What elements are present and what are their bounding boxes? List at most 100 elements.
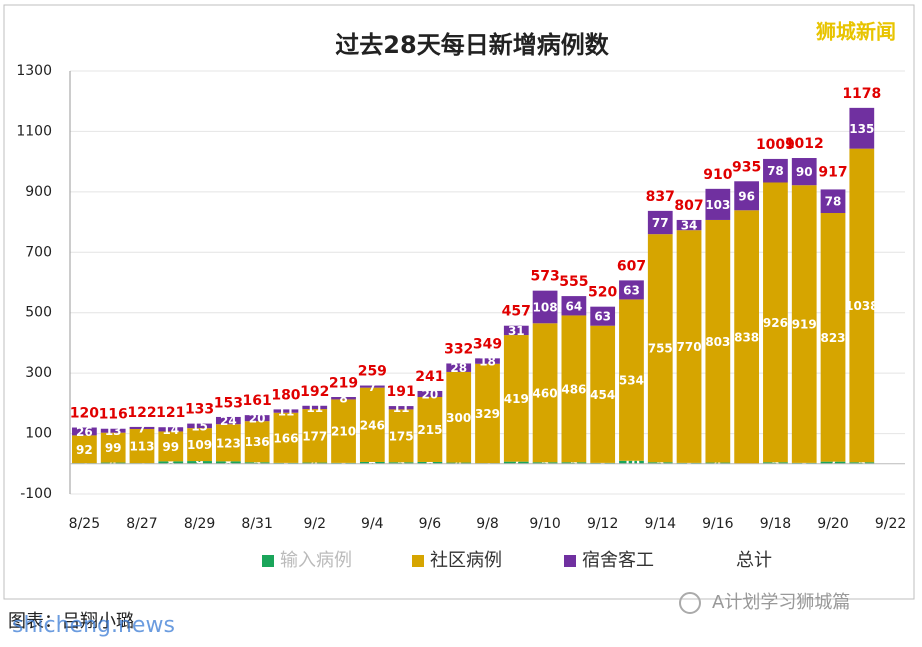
x-tick-label: 9/20 xyxy=(817,516,848,532)
data-label: 926 xyxy=(763,316,788,330)
footer-site: shicheng.news xyxy=(12,613,175,638)
total-label: 1178 xyxy=(842,86,881,102)
data-label: 63 xyxy=(623,283,640,297)
legend-label: 输入病例 xyxy=(280,550,352,571)
legend-swatch xyxy=(262,555,274,567)
data-label: 109 xyxy=(187,438,212,452)
data-label: 18 xyxy=(479,355,496,369)
x-tick-label: 9/22 xyxy=(875,516,906,532)
x-tick-label: 9/16 xyxy=(702,516,734,532)
data-label: 534 xyxy=(619,374,644,388)
y-tick-label: 100 xyxy=(25,426,52,442)
data-label: 99 xyxy=(105,441,122,455)
y-tick-label: 900 xyxy=(25,184,52,200)
legend-label: 社区病例 xyxy=(430,550,502,571)
data-label: 215 xyxy=(417,423,442,437)
data-label: 419 xyxy=(504,392,529,406)
data-label: 7 xyxy=(138,421,146,435)
y-tick-label: 700 xyxy=(25,244,52,260)
y-tick-label: 300 xyxy=(25,365,52,381)
y-tick-label: -100 xyxy=(20,486,52,502)
data-label: 123 xyxy=(216,436,241,450)
y-tick-label: 500 xyxy=(25,305,52,321)
data-label: 113 xyxy=(129,440,154,454)
total-label: 573 xyxy=(530,269,559,285)
total-label: 120 xyxy=(70,406,99,422)
total-label: 607 xyxy=(617,258,646,274)
data-label: 136 xyxy=(245,435,270,449)
data-label: 329 xyxy=(475,407,500,421)
data-label: 454 xyxy=(590,388,615,402)
data-label: 166 xyxy=(273,431,298,445)
x-tick-label: 9/10 xyxy=(529,516,560,532)
total-label: 116 xyxy=(99,407,128,423)
total-label: 457 xyxy=(502,304,531,320)
legend-label: 总计 xyxy=(736,550,772,571)
data-label: 803 xyxy=(705,335,730,349)
data-label: 20 xyxy=(422,387,439,401)
data-label: 246 xyxy=(360,418,385,432)
data-label: 77 xyxy=(652,216,669,230)
x-tick-label: 8/25 xyxy=(69,516,100,532)
data-label: 177 xyxy=(302,429,327,443)
legend-swatch xyxy=(564,555,576,567)
data-label: 300 xyxy=(446,411,471,425)
data-label: 24 xyxy=(220,414,237,428)
data-label: 34 xyxy=(681,219,698,233)
total-label: 192 xyxy=(300,384,329,400)
data-label: 28 xyxy=(450,361,467,375)
legend-label: 宿舍客工 xyxy=(582,550,654,571)
y-tick-label: 1100 xyxy=(16,123,52,139)
total-label: 121 xyxy=(156,405,185,421)
data-label: 919 xyxy=(792,318,817,332)
data-label: 838 xyxy=(734,330,759,344)
total-label: 910 xyxy=(703,167,732,183)
data-label: 11 xyxy=(278,405,295,419)
data-label: 64 xyxy=(566,299,583,313)
total-label: 332 xyxy=(444,341,473,357)
total-label: 555 xyxy=(559,274,588,290)
x-tick-label: 8/27 xyxy=(126,516,157,532)
data-label: 8 xyxy=(339,392,347,406)
data-label: 755 xyxy=(648,342,673,356)
footer-account: A计划学习狮城篇 xyxy=(712,592,850,613)
total-label: 161 xyxy=(243,393,272,409)
total-label: 122 xyxy=(127,405,156,421)
data-label: 11 xyxy=(393,401,410,415)
data-label: 15 xyxy=(191,419,208,433)
data-label: 770 xyxy=(677,340,702,354)
x-tick-label: 8/31 xyxy=(241,516,272,532)
data-label: 108 xyxy=(533,300,558,314)
data-label: 99 xyxy=(162,440,179,454)
data-label: 78 xyxy=(825,195,842,209)
total-label: 153 xyxy=(214,396,243,412)
total-label: 520 xyxy=(588,285,617,301)
watermark: 狮城新闻 xyxy=(816,20,896,44)
data-label: 26 xyxy=(76,425,93,439)
total-label: 837 xyxy=(646,189,675,205)
data-label: 63 xyxy=(594,310,611,324)
data-label: 823 xyxy=(820,331,845,345)
data-label: 1038 xyxy=(845,299,878,313)
data-label: 11 xyxy=(306,401,323,415)
total-label: 935 xyxy=(732,159,761,175)
legend-swatch xyxy=(412,555,424,567)
data-label: 92 xyxy=(76,443,93,457)
data-label: 486 xyxy=(561,382,586,396)
data-label: 20 xyxy=(249,412,266,426)
data-label: 90 xyxy=(796,165,813,179)
data-label: 135 xyxy=(849,122,874,136)
total-label: 241 xyxy=(415,369,444,385)
data-label: 13 xyxy=(105,424,122,438)
data-label: 103 xyxy=(705,198,730,212)
data-label: 7 xyxy=(368,380,376,394)
total-label: 1012 xyxy=(785,136,824,152)
data-label: 78 xyxy=(767,164,784,178)
total-label: 349 xyxy=(473,336,502,352)
data-label: 210 xyxy=(331,425,356,439)
total-label: 917 xyxy=(818,165,847,181)
total-label: 807 xyxy=(674,198,703,214)
x-tick-label: 9/14 xyxy=(645,516,677,532)
